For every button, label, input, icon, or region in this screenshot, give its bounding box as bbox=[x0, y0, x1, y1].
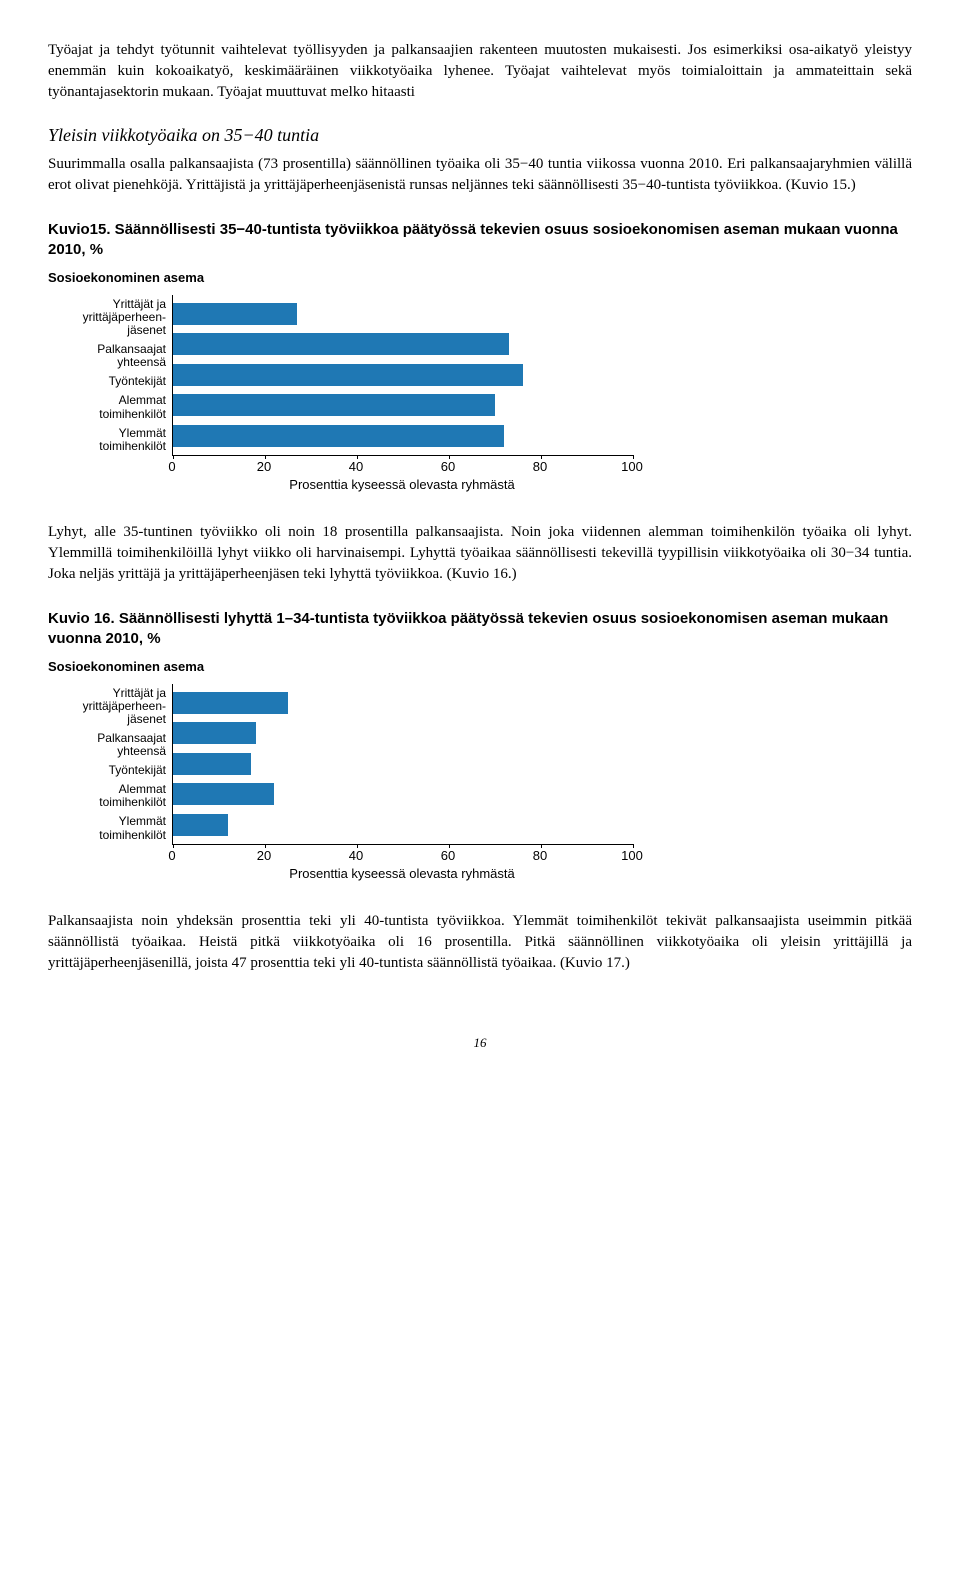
section-heading: Yleisin viikkotyöaika on 35−40 tuntia bbox=[48, 123, 912, 148]
chart1: Sosioekonominen asema Yrittäjät jayrittäj… bbox=[48, 269, 912, 494]
bar bbox=[173, 722, 256, 744]
y-category-label: Yrittäjät jayrittäjäperheen-jäsenet bbox=[48, 687, 166, 727]
y-axis-labels: Yrittäjät jayrittäjäperheen-jäsenet Palka… bbox=[48, 295, 172, 456]
paragraph-3: Lyhyt, alle 35-tuntinen työviikko oli no… bbox=[48, 522, 912, 585]
x-tick-label: 80 bbox=[533, 458, 547, 476]
bar bbox=[173, 692, 288, 714]
chart1-title: Kuvio15. Säännöllisesti 35−40-tuntista t… bbox=[48, 220, 912, 261]
x-tick-label: 0 bbox=[168, 458, 175, 476]
y-category-label: Työntekijät bbox=[48, 375, 166, 388]
x-axis-title: Prosenttia kyseessä olevasta ryhmästä bbox=[172, 476, 632, 494]
x-tick-label: 20 bbox=[257, 458, 271, 476]
y-category-label: Alemmattoimihenkilöt bbox=[48, 394, 166, 420]
x-tick-label: 100 bbox=[621, 847, 643, 865]
x-tick-label: 0 bbox=[168, 847, 175, 865]
x-tick-label: 80 bbox=[533, 847, 547, 865]
x-tick-label: 40 bbox=[349, 847, 363, 865]
bar bbox=[173, 394, 495, 416]
bar bbox=[173, 425, 504, 447]
y-axis-title: Sosioekonominen asema bbox=[48, 658, 912, 676]
y-axis-labels: Yrittäjät jayrittäjäperheen-jäsenet Palka… bbox=[48, 684, 172, 845]
bar bbox=[173, 783, 274, 805]
x-tick-label: 20 bbox=[257, 847, 271, 865]
x-tick-label: 40 bbox=[349, 458, 363, 476]
x-tick-label: 60 bbox=[441, 458, 455, 476]
bar bbox=[173, 814, 228, 836]
chart2: Sosioekonominen asema Yrittäjät jayrittäj… bbox=[48, 658, 912, 883]
x-axis-ticks: 020406080100 bbox=[172, 845, 632, 863]
bar bbox=[173, 333, 509, 355]
plot-area bbox=[172, 295, 633, 456]
chart2-title: Kuvio 16. Säännöllisesti lyhyttä 1–34-tu… bbox=[48, 609, 912, 650]
y-category-label: Ylemmättoimihenkilöt bbox=[48, 427, 166, 453]
bar bbox=[173, 753, 251, 775]
plot-area bbox=[172, 684, 633, 845]
paragraph-2: Suurimmalla osalla palkansaajista (73 pr… bbox=[48, 154, 912, 196]
bar bbox=[173, 303, 297, 325]
x-axis-ticks: 020406080100 bbox=[172, 456, 632, 474]
x-tick-label: 100 bbox=[621, 458, 643, 476]
y-axis-title: Sosioekonominen asema bbox=[48, 269, 912, 287]
y-category-label: Palkansaajatyhteensä bbox=[48, 343, 166, 369]
y-category-label: Alemmattoimihenkilöt bbox=[48, 783, 166, 809]
y-category-label: Ylemmättoimihenkilöt bbox=[48, 815, 166, 841]
y-category-label: Työntekijät bbox=[48, 764, 166, 777]
y-category-label: Palkansaajatyhteensä bbox=[48, 732, 166, 758]
y-category-label: Yrittäjät jayrittäjäperheen-jäsenet bbox=[48, 298, 166, 338]
bar bbox=[173, 364, 523, 386]
x-axis-title: Prosenttia kyseessä olevasta ryhmästä bbox=[172, 865, 632, 883]
x-tick-label: 60 bbox=[441, 847, 455, 865]
paragraph-4: Palkansaajista noin yhdeksän prosenttia … bbox=[48, 911, 912, 974]
paragraph-1: Työajat ja tehdyt työtunnit vaihtelevat … bbox=[48, 40, 912, 103]
page-number: 16 bbox=[48, 1034, 912, 1052]
